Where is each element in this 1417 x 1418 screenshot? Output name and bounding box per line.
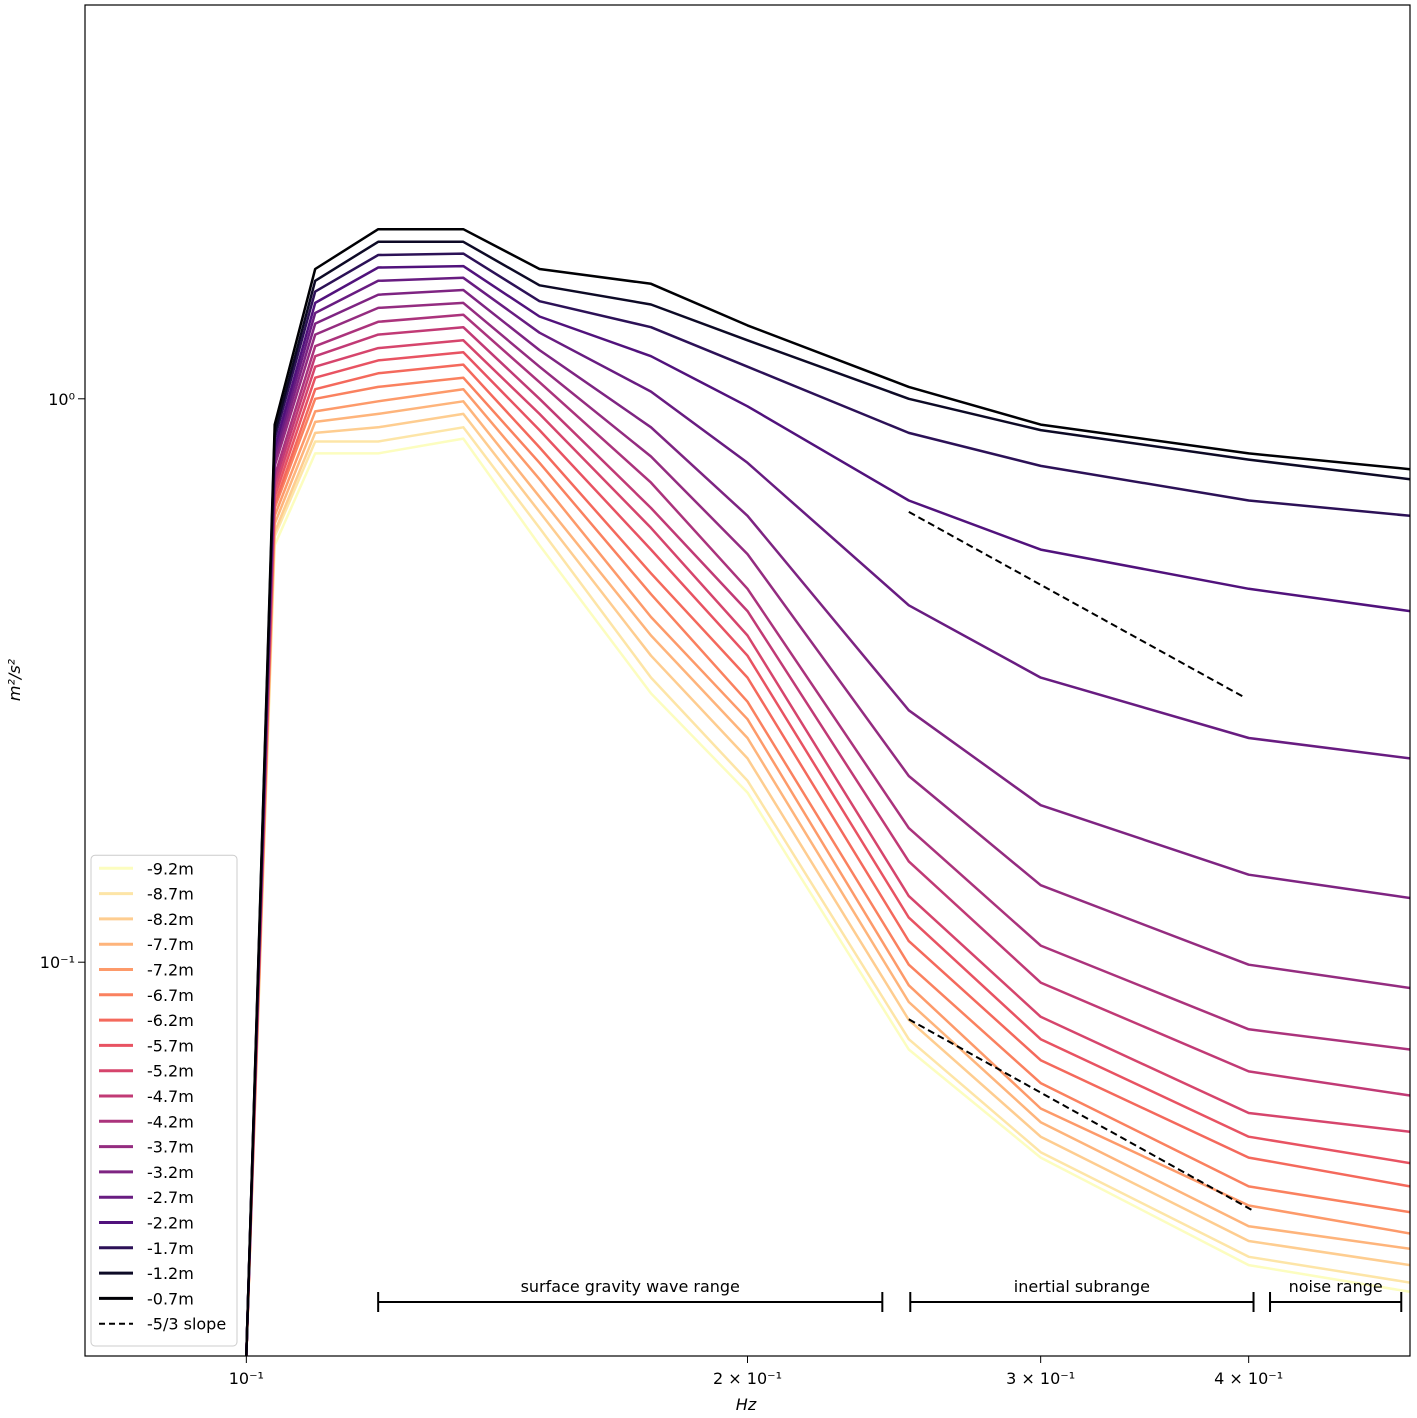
series-line: [245, 387, 1410, 1356]
plot-area: [245, 227, 1410, 1356]
legend-label: -4.7m: [147, 1087, 194, 1106]
legend-label: -8.2m: [147, 910, 194, 929]
x-tick-label: 10⁻¹: [229, 1369, 264, 1388]
legend-label: -3.7m: [147, 1138, 194, 1157]
series-line: [245, 313, 1410, 1356]
legend-label: -2.2m: [147, 1214, 194, 1233]
x-tick-label: 3 × 10⁻¹: [1006, 1369, 1075, 1388]
series-line: [245, 276, 1410, 1356]
x-axis-label: Hz: [736, 1395, 757, 1414]
legend-label: -6.2m: [147, 1011, 194, 1030]
series-line: [245, 288, 1410, 1356]
legend-label: -4.2m: [147, 1112, 194, 1131]
legend: -9.2m -8.7m -8.2m -7.7m -7.2m -6.7m -6.2m -5.7m…: [90, 854, 238, 1347]
legend-label: -2.7m: [147, 1188, 194, 1207]
series-line: [245, 400, 1410, 1356]
legend-label: -7.2m: [147, 961, 194, 980]
series-line: [245, 437, 1410, 1356]
y-axis-label: m²/s²: [5, 658, 24, 701]
y-tick-label: 10⁻¹: [40, 953, 75, 972]
slope-line: [908, 511, 1244, 698]
axes-frame: [84, 4, 1411, 1357]
legend-label: -9.2m: [147, 859, 194, 878]
y-tick-label: 10⁰: [48, 390, 75, 409]
series-line: [245, 264, 1410, 1356]
legend-label: -5/3 slope: [147, 1315, 226, 1334]
x-tick-label: 2 × 10⁻¹: [713, 1369, 782, 1388]
legend-label: -5.2m: [147, 1062, 194, 1081]
series-line: [245, 350, 1410, 1356]
series-line: [245, 363, 1410, 1356]
series-line: [245, 412, 1410, 1356]
legend-label: -5.7m: [147, 1036, 194, 1055]
series-line: [245, 325, 1410, 1356]
series-line: [245, 252, 1410, 1356]
legend-label: -1.2m: [147, 1264, 194, 1283]
legend-label: -1.7m: [147, 1239, 194, 1258]
legend-label: -7.7m: [147, 935, 194, 954]
range-label: inertial subrange: [1014, 1277, 1150, 1296]
range-label: surface gravity wave range: [521, 1277, 740, 1296]
series-line: [245, 240, 1410, 1356]
series-line: [245, 376, 1410, 1356]
legend-label: -3.2m: [147, 1163, 194, 1182]
series-line: [245, 426, 1410, 1356]
x-tick-label: 4 × 10⁻¹: [1214, 1369, 1283, 1388]
legend-label: -8.7m: [147, 885, 194, 904]
series-line: [245, 301, 1410, 1356]
legend-label: -6.7m: [147, 986, 194, 1005]
series-line: [245, 339, 1410, 1356]
range-label: noise range: [1289, 1277, 1383, 1296]
series-line: [245, 227, 1410, 1356]
legend-label: -0.7m: [147, 1289, 194, 1308]
